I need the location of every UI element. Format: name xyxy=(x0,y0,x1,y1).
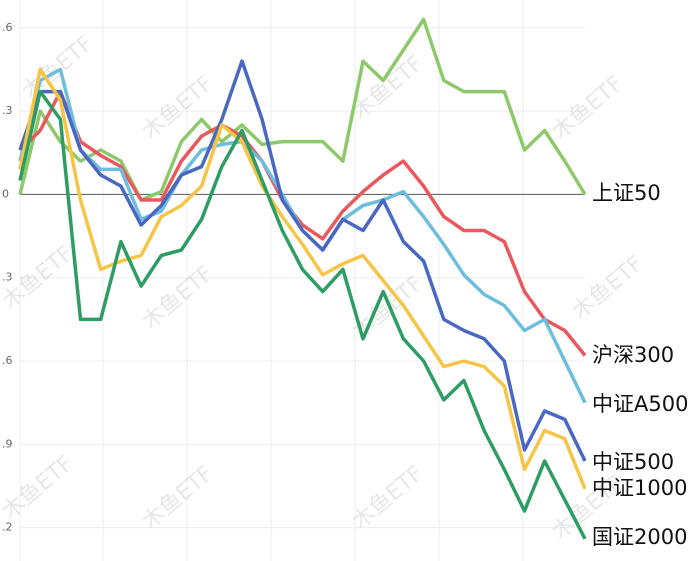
series-line xyxy=(18,17,587,202)
watermark: 木鱼ETF xyxy=(568,251,648,324)
series-line xyxy=(18,89,587,540)
y-tick-label: .9 xyxy=(2,437,13,450)
y-tick-label: .2 xyxy=(2,521,13,534)
series-line xyxy=(18,67,587,404)
watermark: 木鱼ETF xyxy=(348,51,428,124)
y-tick-label: 0 xyxy=(2,187,9,200)
y-tick-label: .3 xyxy=(2,104,13,117)
y-tick-label: .6 xyxy=(2,21,13,34)
series-label: 国证2000 xyxy=(592,525,687,549)
watermark: 木鱼ETF xyxy=(138,461,218,534)
series-line xyxy=(18,67,587,490)
series-line xyxy=(18,89,587,357)
watermark: 木鱼ETF xyxy=(548,71,628,144)
watermark: 木鱼ETF xyxy=(348,461,428,534)
series-label: 中证A500 xyxy=(592,392,688,416)
watermark: 木鱼ETF xyxy=(0,451,78,524)
series-label: 中证500 xyxy=(592,450,674,474)
series-label: 中证1000 xyxy=(592,476,687,500)
series-label: 沪深300 xyxy=(592,343,674,367)
y-tick-label: .6 xyxy=(2,354,13,367)
series-label: 上证50 xyxy=(592,181,661,205)
series-line xyxy=(18,59,587,462)
y-tick-label: .3 xyxy=(2,271,13,284)
